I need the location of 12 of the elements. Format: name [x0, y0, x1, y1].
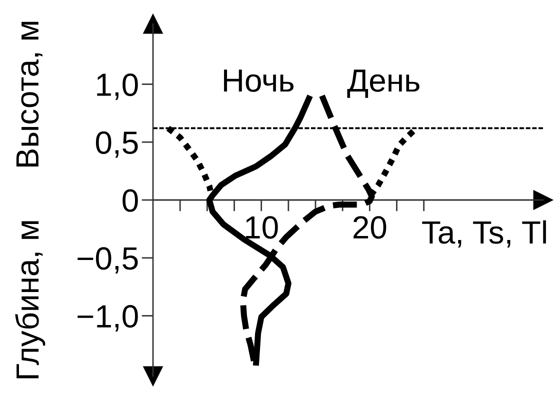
x-axis-title: Ta, Ts, Tl	[422, 220, 546, 248]
y-tick-label: 0,5	[96, 131, 138, 158]
x-tick-label: 20	[354, 216, 386, 239]
y-tick-label: 1,0	[97, 73, 138, 100]
y-tick-label: −0,5	[78, 247, 138, 274]
series-label: Ночь	[224, 70, 294, 92]
y-tick-label: −1,0	[78, 305, 138, 332]
y-axis-title: Высота, м	[16, 22, 42, 166]
text: Глубина, м	[15, 221, 46, 378]
series-label: День	[347, 70, 420, 98]
x-tick-label: 10	[246, 216, 278, 239]
y-tick-label: 0	[122, 189, 138, 212]
